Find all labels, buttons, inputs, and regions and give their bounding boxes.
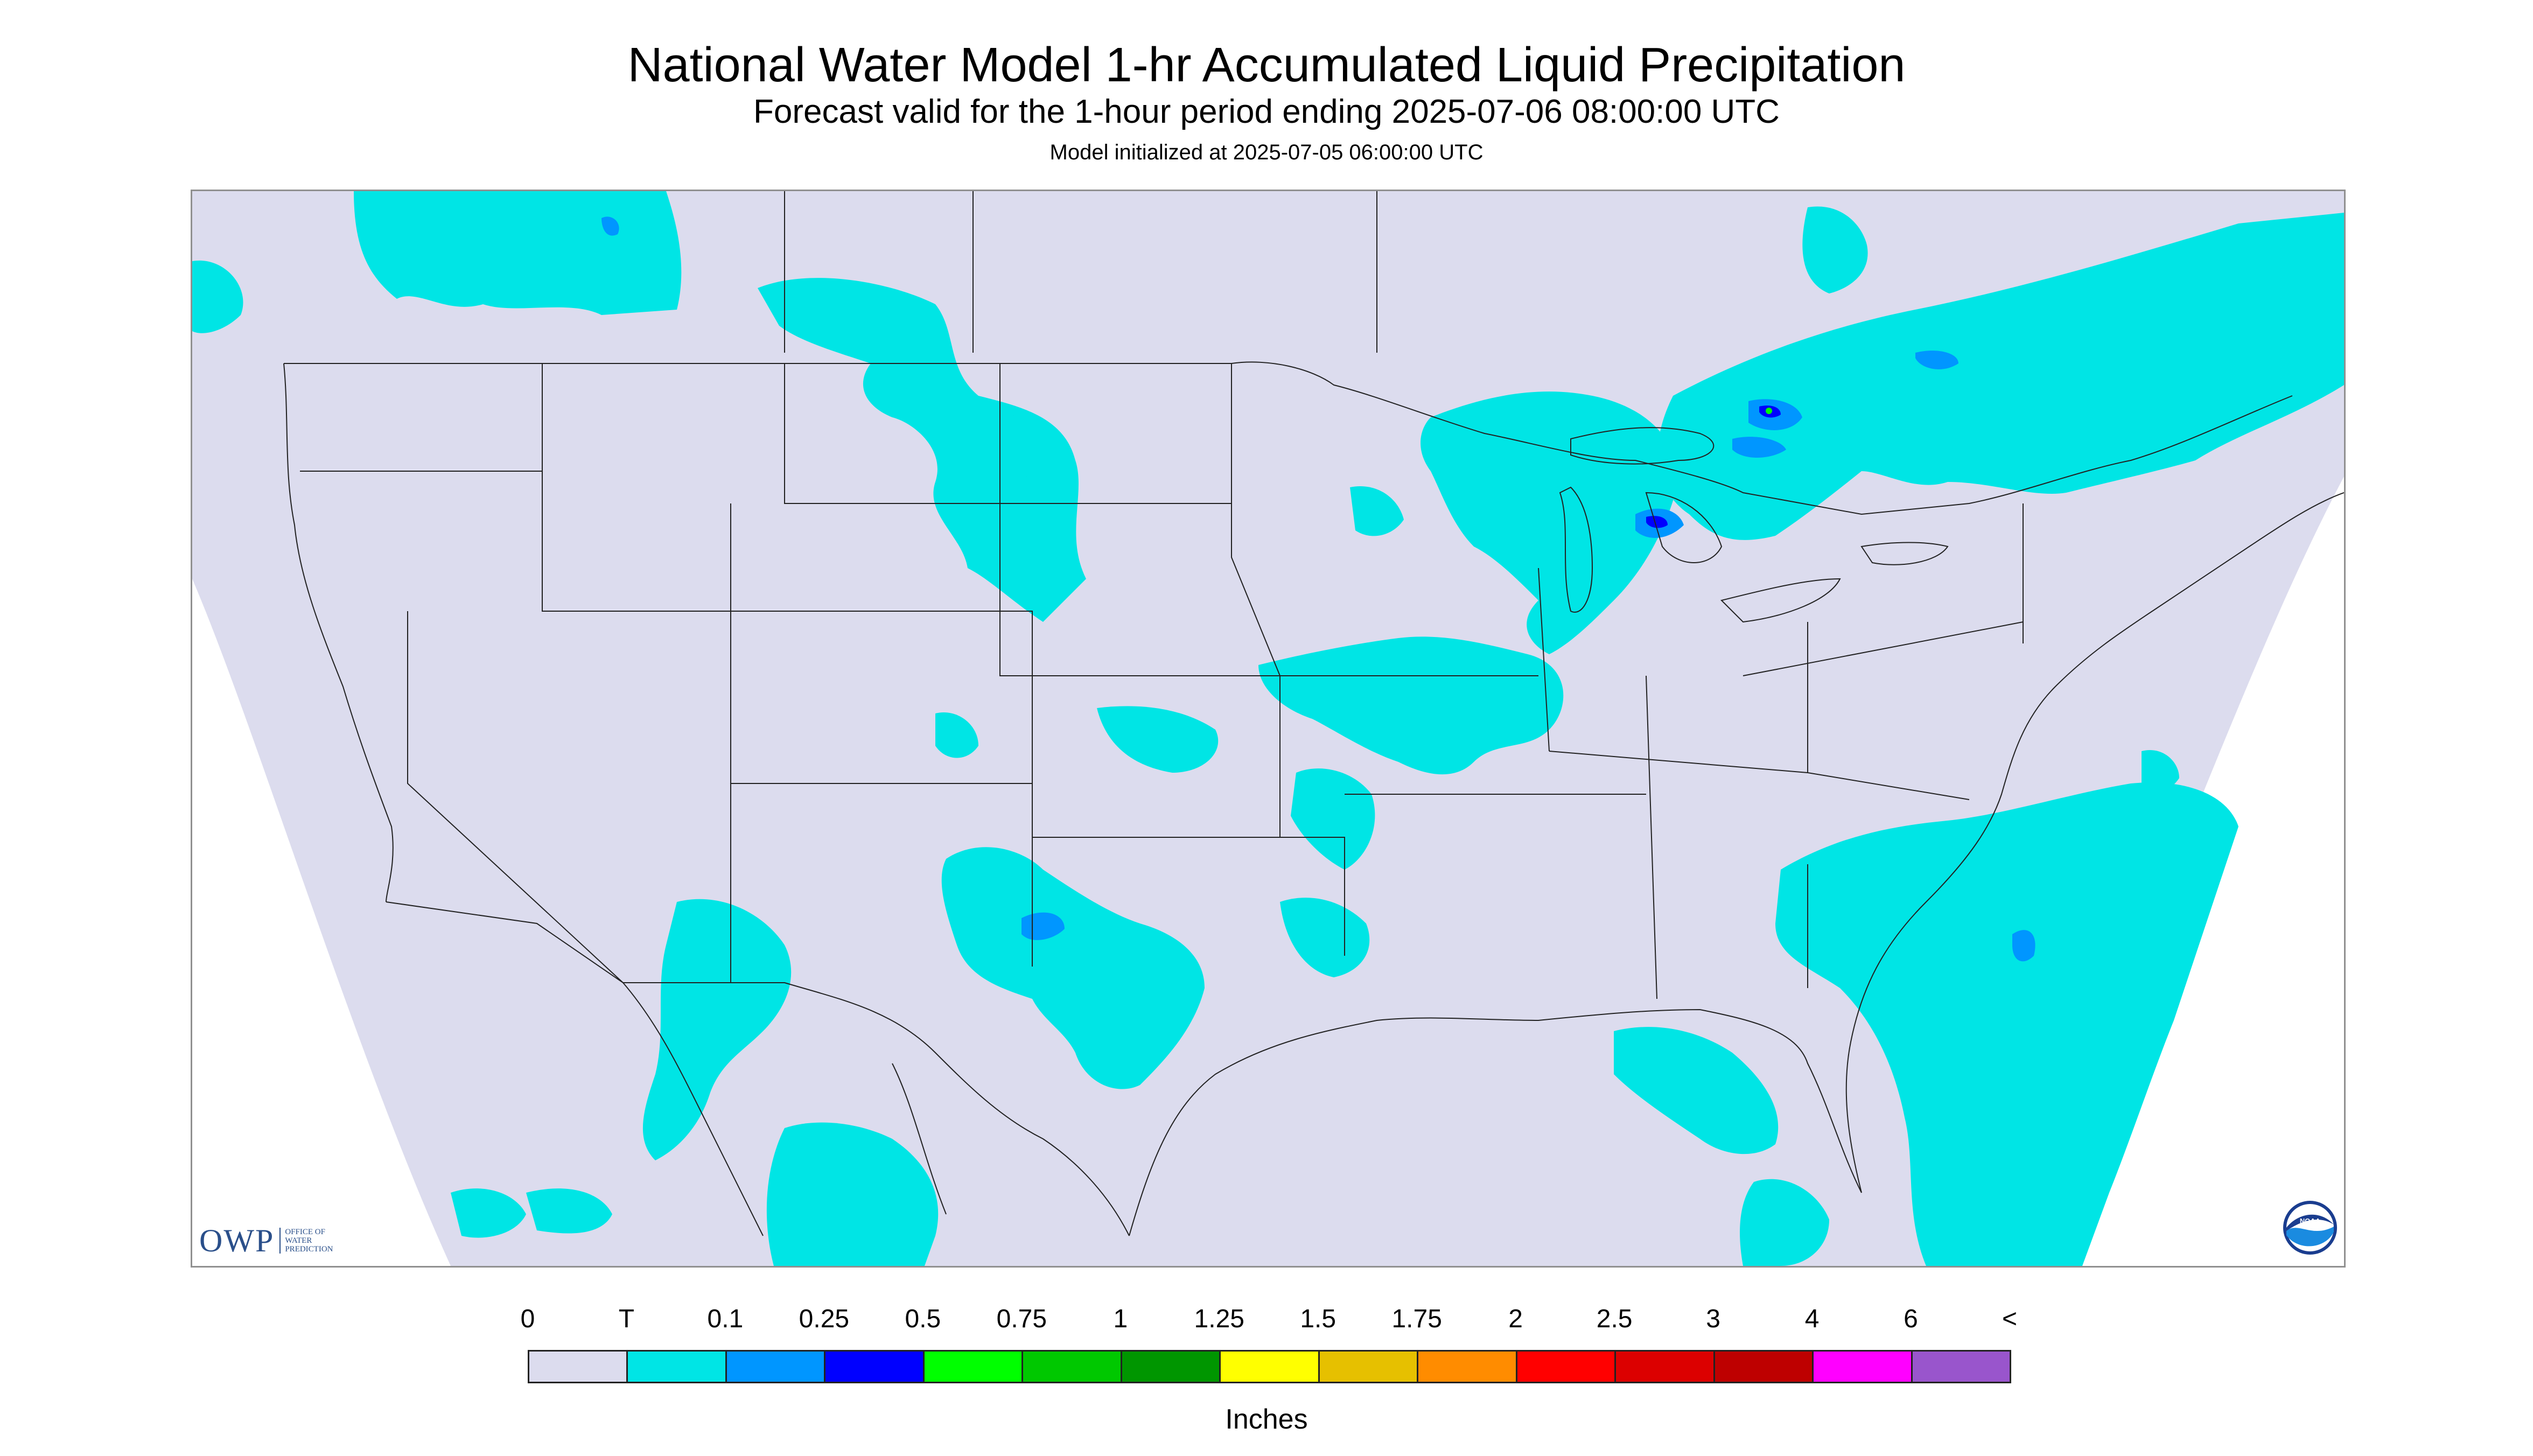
legend-tick-label: 2.5 bbox=[1596, 1305, 1633, 1333]
legend-tick-label: 0.25 bbox=[799, 1305, 850, 1333]
legend-tick-label: 1.75 bbox=[1391, 1305, 1442, 1333]
precip-area-texas-east bbox=[1280, 898, 1370, 977]
state-line-7 bbox=[784, 363, 1000, 504]
mexico-us-border bbox=[386, 901, 1130, 1236]
legend-tick-label: T bbox=[618, 1305, 635, 1333]
legend-swatch bbox=[1812, 1350, 1913, 1383]
great-lakes-huron bbox=[1645, 492, 1723, 563]
owp-logo-fullname: OFFICE OF WATER PREDICTION bbox=[279, 1228, 333, 1254]
legend-units: Inches bbox=[1225, 1404, 1308, 1435]
legend-swatch bbox=[1120, 1350, 1221, 1383]
precip-area-nm-texas bbox=[941, 847, 1205, 1089]
precip-area-west-canada bbox=[354, 191, 682, 315]
noaa-logo-text: NOAA bbox=[2300, 1217, 2321, 1225]
model-init-time: Model initialized at 2025-07-05 06:00:00… bbox=[1049, 141, 1484, 164]
precip-area-nw-corner bbox=[192, 260, 243, 333]
legend-tick-label: 2 bbox=[1508, 1305, 1523, 1333]
legend-swatch bbox=[1911, 1350, 2011, 1383]
legend-swatch bbox=[626, 1350, 727, 1383]
state-boundaries bbox=[283, 191, 2344, 1236]
legend-swatch bbox=[1417, 1350, 1517, 1383]
legend-tick-label: 6 bbox=[1904, 1305, 1918, 1333]
map-title: National Water Model 1-hr Accumulated Li… bbox=[627, 38, 1906, 92]
precip-area-sw-mexico bbox=[526, 1188, 612, 1234]
legend-swatch bbox=[725, 1350, 826, 1383]
legend-swatch bbox=[922, 1350, 1024, 1383]
legend-swatch bbox=[1713, 1350, 1814, 1383]
legend-swatch bbox=[1318, 1350, 1419, 1383]
light-precip-canada-west bbox=[601, 216, 619, 236]
legend-tick-label: 0.1 bbox=[707, 1305, 744, 1333]
precipitation-map bbox=[191, 190, 2346, 1268]
precip-area-baja bbox=[451, 1188, 526, 1238]
map-subtitle: Forecast valid for the 1-hour period end… bbox=[753, 93, 1780, 130]
great-lakes-superior bbox=[1570, 427, 1715, 465]
legend-swatch bbox=[824, 1350, 925, 1383]
precip-area-canada-east bbox=[1657, 213, 2344, 540]
legend-tick-label: 1.25 bbox=[1194, 1305, 1244, 1333]
precip-area-southeast bbox=[1775, 782, 2238, 1266]
legend-tick-label: 4 bbox=[1804, 1305, 1820, 1333]
state-line-14 bbox=[1538, 568, 1550, 752]
precip-area-atlantic-ne bbox=[2142, 750, 2179, 791]
state-line-10 bbox=[1231, 363, 1281, 837]
legend-tick-label: 3 bbox=[1706, 1305, 1720, 1333]
precip-area-lake-superior bbox=[1350, 486, 1404, 536]
legend-swatch bbox=[1219, 1350, 1320, 1383]
great-lakes-michigan bbox=[1559, 486, 1593, 613]
great-lakes-ontario bbox=[1860, 542, 1949, 565]
state-line-11 bbox=[1032, 837, 1345, 956]
gulf-coast bbox=[1129, 1009, 1862, 1236]
trace-precip-areas bbox=[192, 191, 2344, 1266]
legend-tick-label: < bbox=[2002, 1305, 2018, 1333]
mexico-interior bbox=[622, 982, 764, 1236]
precip-area-montana bbox=[758, 278, 1086, 622]
state-line-17 bbox=[1743, 621, 2024, 676]
mexico-interior-2 bbox=[892, 1063, 947, 1215]
precip-area-upper-midwest bbox=[1421, 391, 1678, 654]
precip-area-mexico bbox=[642, 899, 792, 1160]
legend-tick-label: 0.5 bbox=[905, 1305, 941, 1333]
legend-swatch bbox=[528, 1350, 628, 1383]
precipitation-field bbox=[192, 191, 2344, 1266]
precip-area-mexico-south bbox=[766, 1122, 939, 1266]
legend-swatch bbox=[1515, 1350, 1617, 1383]
legend-tick-label: 0.75 bbox=[996, 1305, 1047, 1333]
light-precip-superior-2 bbox=[1732, 437, 1786, 458]
precip-area-quebec bbox=[1802, 206, 1868, 293]
heavier-precip-superior bbox=[1766, 408, 1772, 414]
west-coast bbox=[283, 363, 394, 902]
precip-area-gulf-coast bbox=[1614, 1027, 1779, 1154]
east-coast bbox=[1845, 492, 2344, 1193]
great-lakes-erie bbox=[1720, 578, 1841, 623]
state-line-2 bbox=[542, 471, 731, 612]
legend-tick-label: 0 bbox=[520, 1305, 535, 1333]
owp-logo-abbrev: OWP bbox=[199, 1222, 275, 1258]
state-line-3 bbox=[407, 611, 624, 983]
precip-area-kansas bbox=[1097, 706, 1219, 773]
legend-swatch bbox=[1021, 1350, 1122, 1383]
state-line-15 bbox=[1646, 675, 1657, 999]
legend-tick-label: 1 bbox=[1113, 1305, 1128, 1333]
map-canvas bbox=[192, 191, 2344, 1266]
precip-area-iowa-illinois bbox=[1258, 636, 1564, 775]
moderate-precip-michigan bbox=[1646, 516, 1668, 528]
state-line-8 bbox=[999, 363, 1280, 676]
precip-area-colorado bbox=[935, 712, 978, 758]
precip-area-gulf bbox=[1740, 1179, 1829, 1266]
precip-area-dakotas bbox=[999, 415, 1065, 482]
light-precip-atlantic bbox=[2012, 930, 2035, 962]
canada-us-border bbox=[284, 361, 2293, 515]
owp-logo: OWP OFFICE OF WATER PREDICTION bbox=[199, 1221, 333, 1260]
legend-swatch bbox=[1614, 1350, 1715, 1383]
heavier-precip-areas bbox=[1766, 408, 1772, 414]
legend-tick-label: 1.5 bbox=[1300, 1305, 1337, 1333]
noaa-logo: NOAA bbox=[2283, 1201, 2337, 1255]
light-precip-quebec bbox=[1915, 351, 1958, 369]
state-line-6 bbox=[731, 611, 1033, 783]
